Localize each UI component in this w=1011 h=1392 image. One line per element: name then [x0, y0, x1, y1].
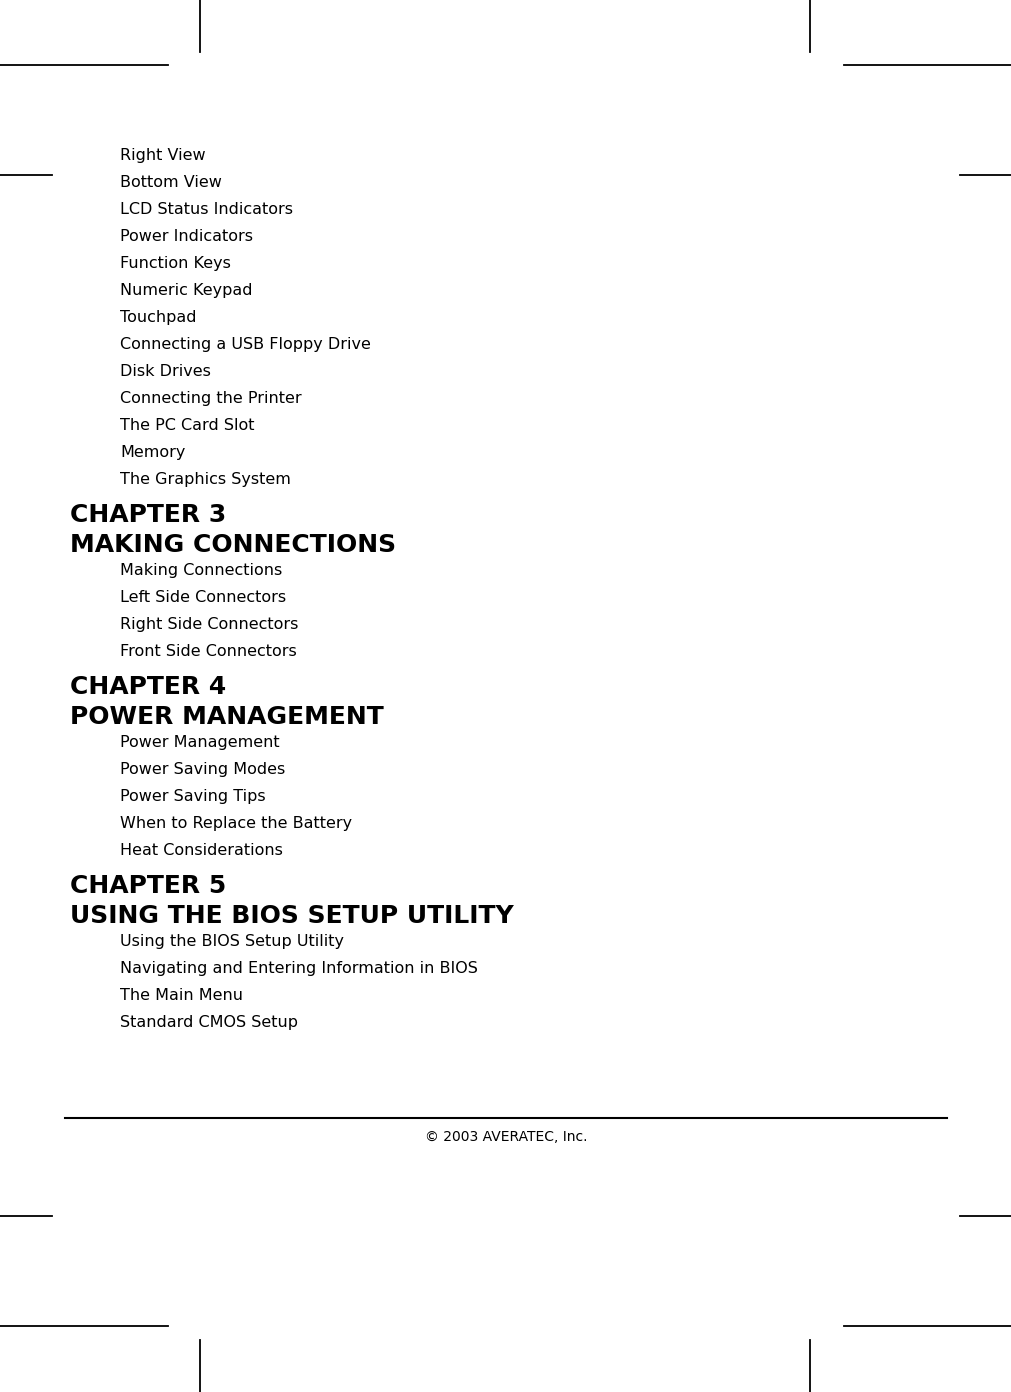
- Text: USING THE BIOS SETUP UTILITY: USING THE BIOS SETUP UTILITY: [70, 903, 514, 928]
- Text: Power Saving Tips: Power Saving Tips: [120, 789, 265, 805]
- Text: Function Keys: Function Keys: [120, 256, 231, 271]
- Text: Memory: Memory: [120, 445, 185, 459]
- Text: © 2003 AVERATEC, Inc.: © 2003 AVERATEC, Inc.: [425, 1130, 586, 1144]
- Text: When to Replace the Battery: When to Replace the Battery: [120, 816, 352, 831]
- Text: Power Management: Power Management: [120, 735, 279, 750]
- Text: Heat Considerations: Heat Considerations: [120, 844, 283, 857]
- Text: Bottom View: Bottom View: [120, 175, 221, 189]
- Text: The Main Menu: The Main Menu: [120, 988, 243, 1004]
- Text: Power Indicators: Power Indicators: [120, 230, 253, 244]
- Text: Right View: Right View: [120, 148, 205, 163]
- Text: Navigating and Entering Information in BIOS: Navigating and Entering Information in B…: [120, 960, 477, 976]
- Text: Power Saving Modes: Power Saving Modes: [120, 761, 285, 777]
- Text: CHAPTER 3: CHAPTER 3: [70, 503, 226, 528]
- Text: Left Side Connectors: Left Side Connectors: [120, 590, 286, 606]
- Text: MAKING CONNECTIONS: MAKING CONNECTIONS: [70, 533, 395, 557]
- Text: Disk Drives: Disk Drives: [120, 363, 210, 379]
- Text: Standard CMOS Setup: Standard CMOS Setup: [120, 1015, 297, 1030]
- Text: Front Side Connectors: Front Side Connectors: [120, 644, 296, 658]
- Text: CHAPTER 5: CHAPTER 5: [70, 874, 226, 898]
- Text: The Graphics System: The Graphics System: [120, 472, 290, 487]
- Text: LCD Status Indicators: LCD Status Indicators: [120, 202, 293, 217]
- Text: Touchpad: Touchpad: [120, 310, 196, 324]
- Text: POWER MANAGEMENT: POWER MANAGEMENT: [70, 704, 383, 729]
- Text: Right Side Connectors: Right Side Connectors: [120, 617, 298, 632]
- Text: Numeric Keypad: Numeric Keypad: [120, 283, 253, 298]
- Text: Connecting the Printer: Connecting the Printer: [120, 391, 301, 406]
- Text: Connecting a USB Floppy Drive: Connecting a USB Floppy Drive: [120, 337, 370, 352]
- Text: Using the BIOS Setup Utility: Using the BIOS Setup Utility: [120, 934, 344, 949]
- Text: The PC Card Slot: The PC Card Slot: [120, 418, 254, 433]
- Text: Making Connections: Making Connections: [120, 562, 282, 578]
- Text: CHAPTER 4: CHAPTER 4: [70, 675, 226, 699]
